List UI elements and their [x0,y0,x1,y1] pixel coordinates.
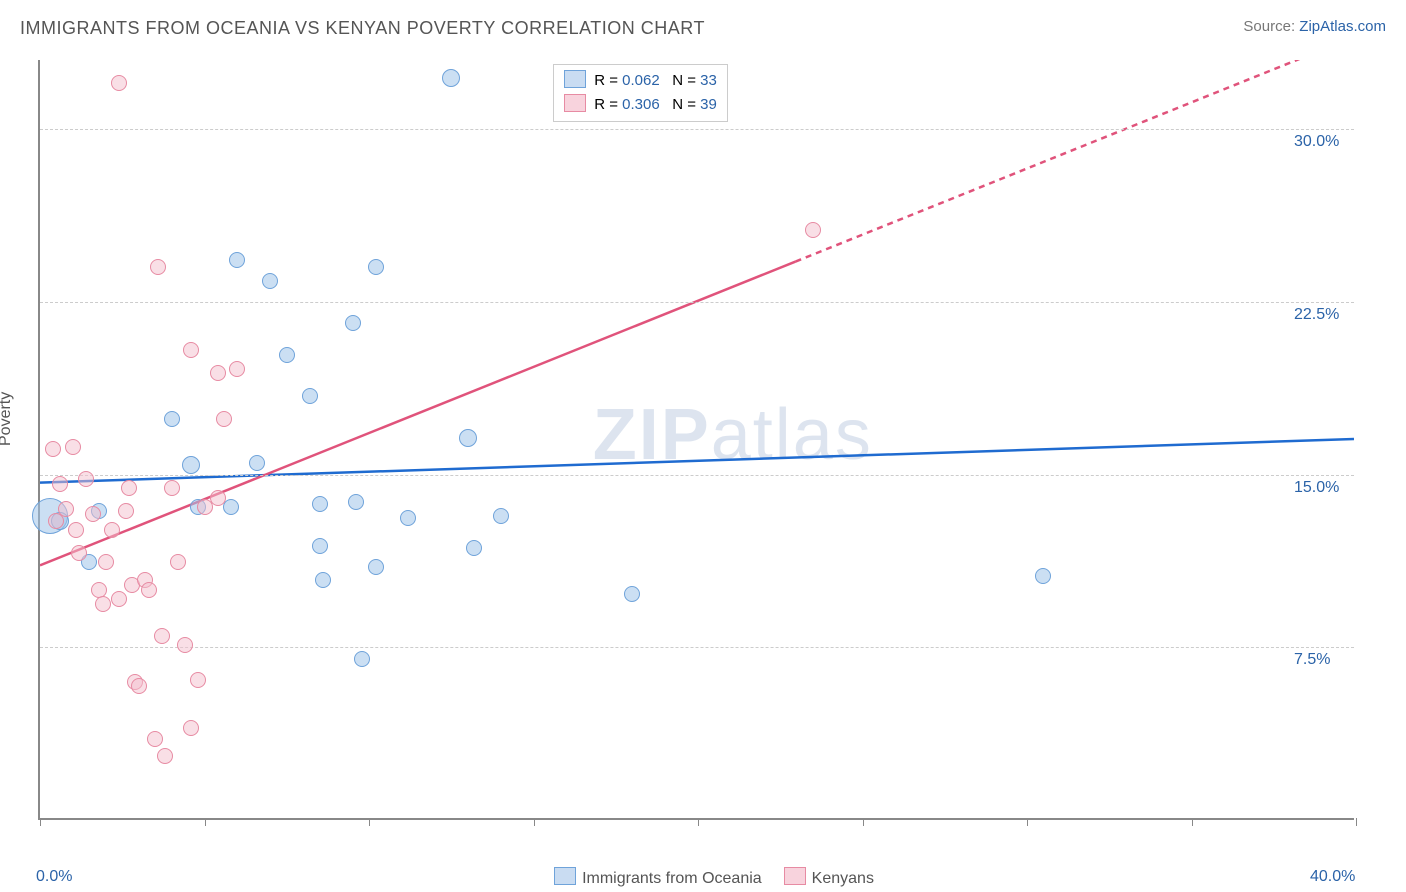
data-point-kenyans [170,554,186,570]
data-point-kenyans [58,501,74,517]
data-point-kenyans [177,637,193,653]
data-point-oceania [400,510,416,526]
data-point-oceania [262,273,278,289]
trend-line-kenyans [40,262,796,566]
source-link[interactable]: ZipAtlas.com [1299,18,1386,35]
data-point-oceania [459,429,477,447]
data-point-kenyans [216,411,232,427]
y-tick-label: 30.0% [1294,133,1339,151]
data-point-oceania [354,651,370,667]
legend-label: Kenyans [812,870,874,887]
h-gridline [40,129,1354,130]
data-point-kenyans [229,361,245,377]
data-point-oceania [348,494,364,510]
data-point-kenyans [78,471,94,487]
data-point-oceania [466,540,482,556]
source-label: Source: ZipAtlas.com [1243,18,1386,35]
data-point-oceania [493,508,509,524]
trend-lines [40,60,1354,818]
data-point-oceania [302,388,318,404]
h-gridline [40,302,1354,303]
data-point-kenyans [805,222,821,238]
data-point-kenyans [121,480,137,496]
data-point-kenyans [111,591,127,607]
series-legend: Immigrants from Oceania Kenyans [0,867,1406,888]
data-point-kenyans [210,490,226,506]
trend-line-oceania [40,439,1354,483]
plot-area: ZIPatlas R = 0.062 N = 33R = 0.306 N = 3… [38,60,1354,820]
h-gridline [40,475,1354,476]
x-tick [1356,818,1357,826]
x-tick [534,818,535,826]
data-point-oceania [229,252,245,268]
data-point-kenyans [183,720,199,736]
data-point-oceania [223,499,239,515]
legend-swatch [784,867,806,885]
data-point-kenyans [157,748,173,764]
data-point-kenyans [52,476,68,492]
data-point-kenyans [183,342,199,358]
data-point-kenyans [190,672,206,688]
data-point-kenyans [95,596,111,612]
data-point-kenyans [98,554,114,570]
chart-title: IMMIGRANTS FROM OCEANIA VS KENYAN POVERT… [20,18,705,39]
data-point-kenyans [141,582,157,598]
data-point-kenyans [45,441,61,457]
y-tick-label: 15.0% [1294,479,1339,497]
data-point-kenyans [118,503,134,519]
data-point-oceania [368,259,384,275]
y-axis-label: Poverty [0,392,15,446]
data-point-kenyans [150,259,166,275]
legend-swatch [554,867,576,885]
y-tick-label: 22.5% [1294,306,1339,324]
data-point-oceania [315,572,331,588]
data-point-oceania [182,456,200,474]
x-tick [863,818,864,826]
watermark: ZIPatlas [593,394,873,476]
x-tick [1027,818,1028,826]
legend-label: Immigrants from Oceania [582,870,762,887]
data-point-oceania [249,455,265,471]
data-point-kenyans [154,628,170,644]
data-point-oceania [368,559,384,575]
data-point-oceania [279,347,295,363]
data-point-oceania [1035,568,1051,584]
data-point-kenyans [71,545,87,561]
data-point-kenyans [164,480,180,496]
x-tick [1192,818,1193,826]
y-tick-label: 7.5% [1294,651,1330,669]
x-tick [205,818,206,826]
data-point-kenyans [65,439,81,455]
data-point-oceania [164,411,180,427]
data-point-kenyans [210,365,226,381]
data-point-oceania [442,69,460,87]
x-tick [369,818,370,826]
data-point-kenyans [111,75,127,91]
trend-line-kenyans [796,60,1354,262]
x-tick [698,818,699,826]
data-point-kenyans [68,522,84,538]
data-point-kenyans [131,678,147,694]
x-tick-label: 40.0% [1310,868,1355,886]
correlation-legend: R = 0.062 N = 33R = 0.306 N = 39 [553,64,728,122]
data-point-kenyans [85,506,101,522]
data-point-oceania [312,538,328,554]
x-tick [40,818,41,826]
data-point-kenyans [104,522,120,538]
data-point-kenyans [147,731,163,747]
x-tick-label: 0.0% [36,868,72,886]
data-point-oceania [345,315,361,331]
data-point-oceania [312,496,328,512]
h-gridline [40,647,1354,648]
data-point-oceania [624,586,640,602]
